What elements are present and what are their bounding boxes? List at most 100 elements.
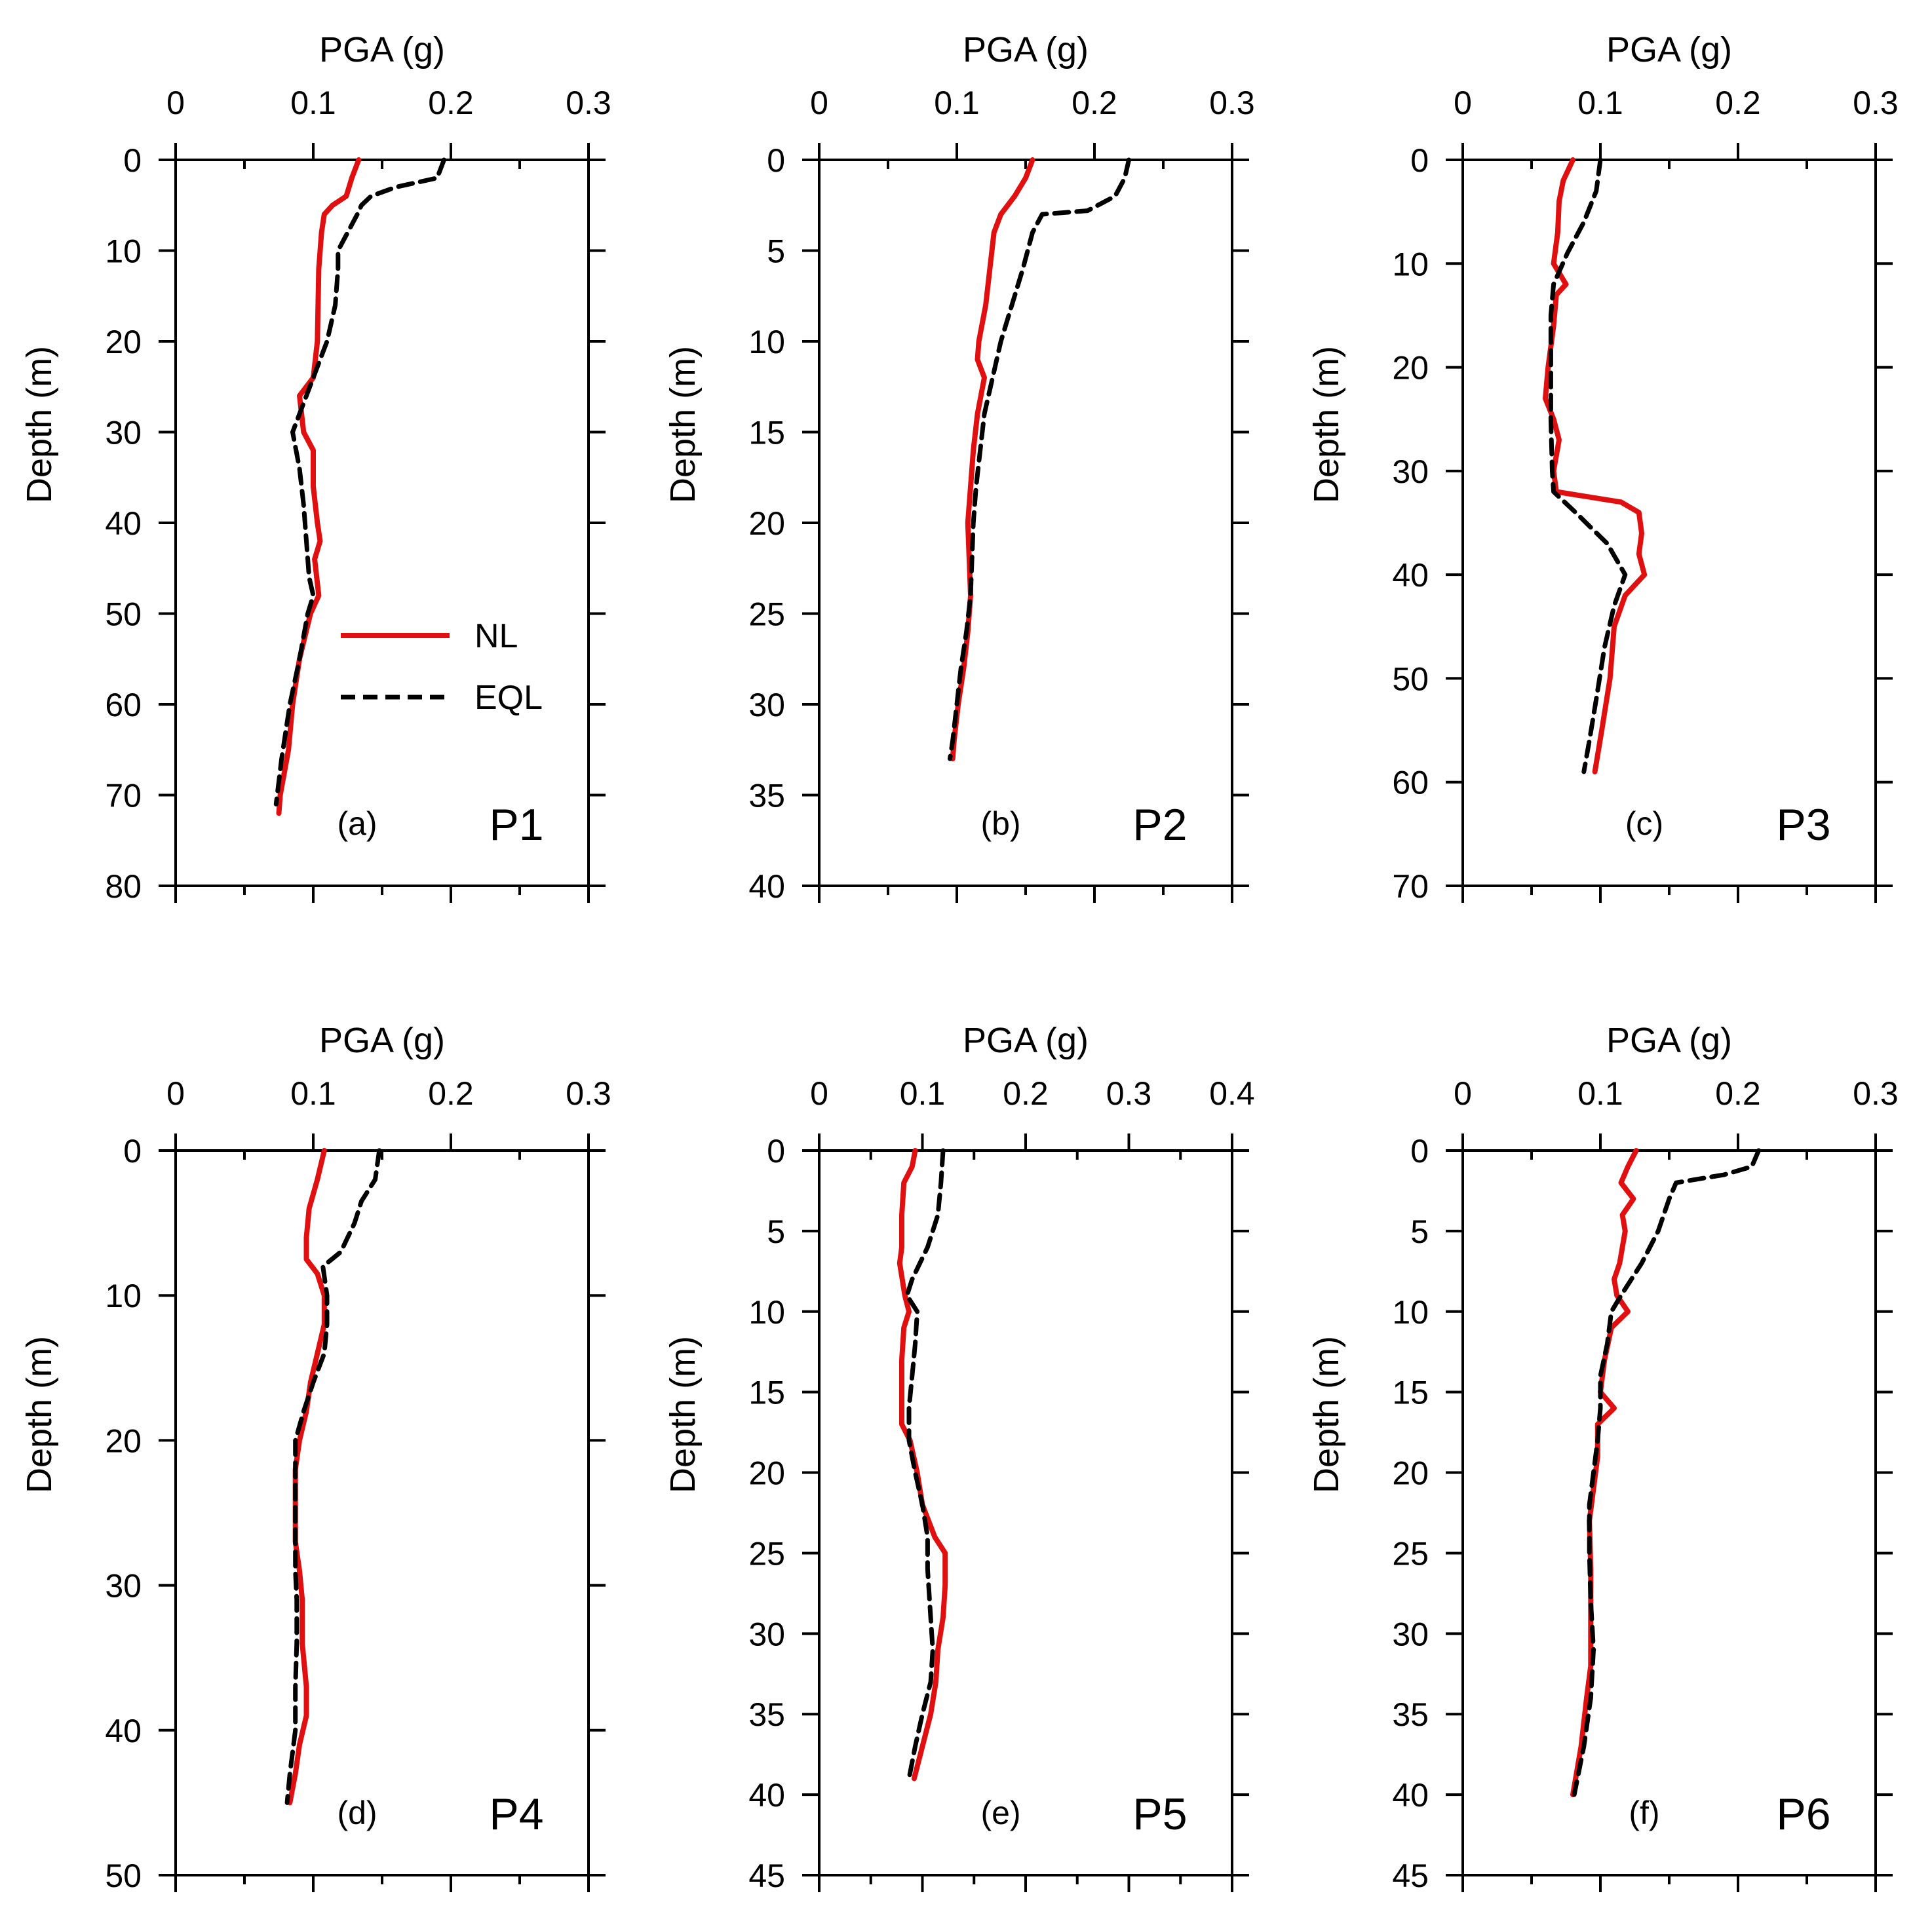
x-tick-label: 0	[810, 1075, 828, 1112]
x-tick-label: 0.2	[428, 85, 474, 121]
series-line-eql	[904, 1148, 946, 1781]
y-tick-label: 30	[748, 687, 785, 723]
y-tick-label: 50	[105, 1857, 142, 1894]
y-tick-label: 10	[105, 1278, 142, 1314]
y-tick-label: 5	[767, 1213, 785, 1250]
series-line-nl	[287, 1148, 327, 1806]
panel-name: P3	[1776, 800, 1830, 850]
y-tick-label: 40	[748, 1777, 785, 1814]
y-tick-label: 10	[1392, 1294, 1429, 1331]
panel-letter: (a)	[337, 805, 377, 842]
y-axis-title: Depth (m)	[663, 346, 703, 503]
y-tick-label: 45	[748, 1857, 785, 1894]
plot-frame	[1461, 1149, 1877, 1876]
panel-letter: (f)	[1629, 1795, 1659, 1831]
panel-letter: (b)	[980, 805, 1020, 842]
panel-name: P1	[489, 800, 543, 850]
y-axis-title: Depth (m)	[20, 346, 59, 503]
x-tick-label: 0.3	[1853, 85, 1899, 121]
y-tick-label: 15	[1392, 1375, 1429, 1411]
x-tick-label: 0.3	[566, 85, 611, 121]
y-tick-label: 30	[1392, 1616, 1429, 1652]
y-tick-label: 20	[105, 324, 142, 360]
series-line-eql	[1572, 1148, 1761, 1797]
panel-letter: (c)	[1625, 805, 1663, 842]
y-tick-label: 40	[1392, 1777, 1429, 1814]
chart-panel-p6: 0 0.1 0.2 0.3 PGA (g) 0 5 10 15 20 25 30 35 40 45 Depth…	[1307, 1021, 1899, 1894]
x-axis-title: PGA (g)	[319, 1021, 445, 1060]
x-tick-label: 0.1	[934, 85, 980, 121]
y-tick-label: 30	[105, 1568, 142, 1605]
y-tick-label: 0	[123, 1133, 142, 1170]
y-tick-label: 70	[1392, 868, 1429, 905]
y-tick-label: 60	[1392, 765, 1429, 801]
x-tick-label: 0.3	[1853, 1075, 1899, 1112]
plot-frame	[818, 1149, 1233, 1876]
y-tick-label: 80	[105, 868, 142, 905]
plot-frame	[1461, 159, 1877, 887]
y-tick-label: 10	[105, 233, 142, 270]
y-tick-label: 10	[748, 1294, 785, 1331]
x-tick-label: 0	[166, 1075, 185, 1112]
y-axis-title: Depth (m)	[663, 1336, 703, 1493]
panel-letter: (d)	[337, 1795, 377, 1831]
y-tick-label: 20	[105, 1422, 142, 1459]
legend-label-eql: EQL	[474, 679, 543, 717]
y-tick-label: 45	[1392, 1857, 1429, 1894]
x-tick-label: 0.1	[1577, 85, 1623, 121]
y-tick-label: 20	[748, 1455, 785, 1492]
x-tick-label: 0	[810, 85, 828, 121]
y-axis-title: Depth (m)	[1307, 346, 1346, 503]
panel-name: P4	[489, 1789, 543, 1839]
y-tick-label: 0	[1410, 1133, 1429, 1170]
y-tick-label: 20	[1392, 1455, 1429, 1492]
y-tick-label: 40	[105, 505, 142, 542]
chart-panel-p1: 0 0.1 0.2 0.3 PGA (g) 0 10 20 30 40 50 60 70 80 Depth …	[20, 30, 611, 905]
y-tick-label: 0	[767, 142, 785, 179]
panel-name: P6	[1776, 1789, 1830, 1839]
y-tick-label: 25	[748, 1535, 785, 1572]
x-tick-label: 0	[1454, 1075, 1472, 1112]
x-tick-label: 0.3	[1209, 85, 1255, 121]
y-tick-label: 30	[105, 415, 142, 451]
series-line-eql	[1548, 157, 1628, 774]
series-line-eql	[273, 157, 446, 807]
series-line-eql	[948, 157, 1131, 761]
plot-frame	[174, 1149, 590, 1876]
y-tick-label: 25	[1392, 1535, 1429, 1572]
y-tick-label: 0	[767, 1133, 785, 1170]
legend-label-nl: NL	[474, 617, 518, 655]
x-tick-label: 0.4	[1209, 1075, 1255, 1112]
y-tick-label: 30	[1392, 453, 1429, 490]
x-tick-label: 0.2	[1715, 1075, 1761, 1112]
x-tick-label: 0.1	[900, 1075, 946, 1112]
y-tick-label: 0	[1410, 142, 1429, 179]
x-axis-title: PGA (g)	[963, 1021, 1089, 1060]
y-tick-label: 40	[105, 1713, 142, 1749]
x-tick-label: 0.1	[1577, 1075, 1623, 1112]
y-tick-label: 5	[767, 233, 785, 270]
y-tick-label: 35	[1392, 1696, 1429, 1733]
y-tick-label: 15	[748, 415, 785, 451]
series-line-nl	[950, 157, 1035, 762]
y-tick-label: 15	[748, 1375, 785, 1411]
x-tick-label: 0.1	[290, 1075, 336, 1112]
y-tick-label: 40	[1392, 557, 1429, 594]
y-tick-label: 25	[748, 596, 785, 633]
plot-frame	[174, 159, 590, 887]
x-tick-label: 0.3	[566, 1075, 611, 1112]
y-tick-label: 35	[748, 778, 785, 814]
x-axis-title: PGA (g)	[1606, 30, 1732, 69]
y-tick-label: 50	[1392, 660, 1429, 697]
panel-name: P2	[1132, 800, 1187, 850]
series-line-nl	[897, 1148, 948, 1781]
series-line-nl	[1570, 1148, 1639, 1798]
y-tick-label: 20	[1392, 350, 1429, 387]
y-tick-label: 10	[1392, 246, 1429, 282]
x-tick-label: 0	[1454, 85, 1472, 121]
x-axis-title: PGA (g)	[963, 30, 1089, 69]
series-line-eql	[284, 1148, 382, 1805]
chart-panel-p2: 0 0.1 0.2 0.3 PGA (g) 0 5 10 15 20 25 30 35 40 Depth (…	[663, 30, 1255, 905]
y-tick-label: 30	[748, 1616, 785, 1652]
